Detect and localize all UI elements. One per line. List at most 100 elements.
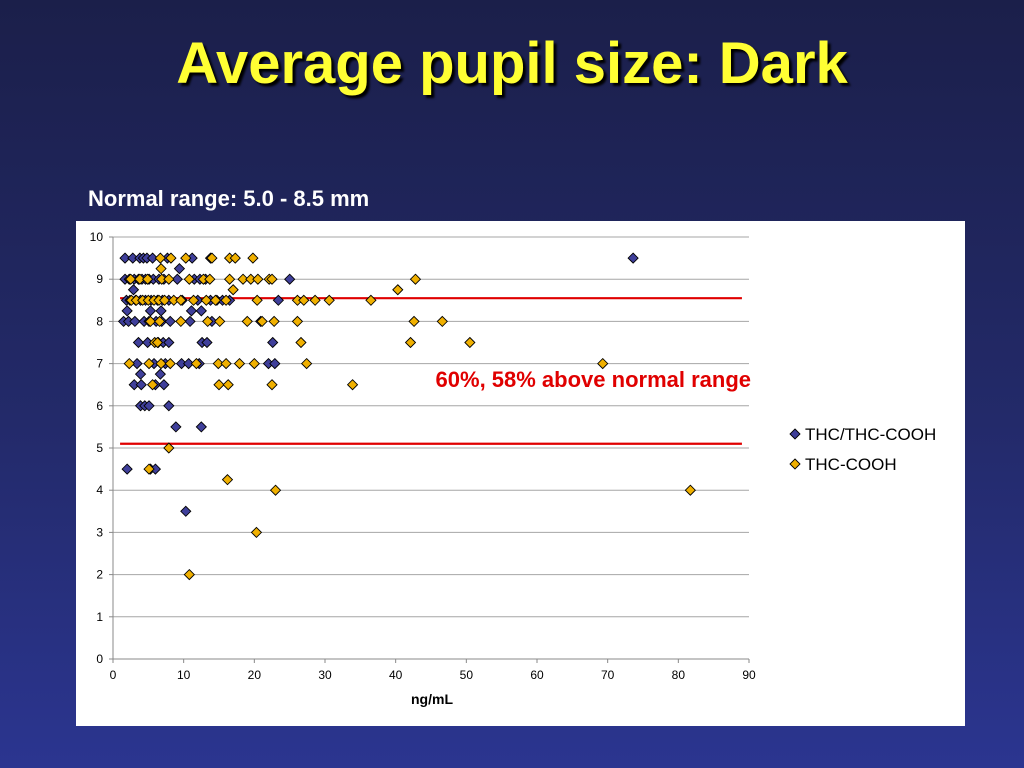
thc-cooh-point bbox=[141, 273, 154, 285]
legend: THC/THC-COOH THC-COOH bbox=[789, 425, 936, 474]
y-tick-label: 0 bbox=[96, 652, 103, 666]
thc-thc-cooh-point bbox=[195, 421, 207, 433]
y-tick-label: 10 bbox=[90, 230, 104, 244]
thc-thc-cooh-point bbox=[184, 315, 196, 328]
thc-cooh-point bbox=[684, 484, 696, 496]
thc-thc-cooh-point bbox=[146, 252, 159, 264]
thc-cooh-point bbox=[183, 568, 195, 581]
thc-cooh-point bbox=[248, 357, 260, 370]
thc-cooh-point bbox=[212, 357, 224, 370]
thc-thc-cooh-point bbox=[121, 305, 133, 317]
thc-cooh-point bbox=[237, 273, 249, 285]
thc-cooh-point bbox=[220, 294, 232, 306]
gridlines bbox=[113, 236, 749, 660]
thc-thc-cooh-point bbox=[272, 294, 284, 306]
thc-thc-cooh-point bbox=[144, 305, 157, 317]
slide-title: Average pupil size: Dark bbox=[176, 31, 848, 96]
thc-thc-cooh-point bbox=[155, 305, 167, 317]
thc-cooh-point bbox=[134, 273, 146, 285]
thc-cooh-point bbox=[206, 252, 218, 264]
legend-label-thc-cooh: THC-COOH bbox=[805, 455, 897, 474]
thc-thc-cooh-point bbox=[143, 400, 155, 412]
thc-cooh-point bbox=[300, 357, 313, 370]
thc-thc-cooh-point bbox=[129, 315, 141, 328]
thc-cooh-point bbox=[155, 263, 167, 275]
x-tick-label: 30 bbox=[318, 668, 332, 682]
y-tick-label: 6 bbox=[96, 399, 103, 413]
thc-cooh-point bbox=[233, 357, 246, 370]
x-tick-label: 70 bbox=[601, 668, 615, 682]
x-tick-label: 10 bbox=[177, 668, 191, 682]
thc-thc-cooh-point bbox=[201, 336, 213, 349]
y-tick-label: 4 bbox=[96, 483, 103, 497]
thc-cooh-point bbox=[154, 315, 166, 328]
thc-cooh-point bbox=[164, 357, 176, 370]
data-points bbox=[117, 252, 696, 581]
thc-cooh-point bbox=[291, 315, 304, 328]
thc-cooh-point bbox=[202, 315, 214, 328]
thc-cooh-point bbox=[269, 484, 282, 496]
x-tick-label: 40 bbox=[389, 668, 403, 682]
thc-cooh-point bbox=[392, 284, 404, 296]
y-tick-label: 1 bbox=[96, 610, 103, 624]
thc-thc-cooh-point bbox=[163, 336, 175, 349]
thc-thc-cooh-point bbox=[163, 400, 175, 412]
x-tick-label: 90 bbox=[742, 668, 756, 682]
thc-cooh-point bbox=[209, 294, 222, 306]
legend-marker-thc-cooh bbox=[789, 458, 801, 470]
thc-cooh-point bbox=[154, 252, 166, 264]
thc-cooh-point bbox=[251, 294, 263, 306]
thc-cooh-point bbox=[180, 252, 192, 264]
thc-cooh-point bbox=[597, 357, 609, 370]
thc-cooh-point bbox=[266, 379, 278, 391]
thc-thc-cooh-point bbox=[267, 336, 279, 349]
thc-cooh-point bbox=[125, 273, 137, 285]
thc-cooh-point bbox=[247, 252, 259, 264]
x-tick-label: 60 bbox=[530, 668, 544, 682]
thc-thc-cooh-point bbox=[154, 368, 166, 380]
thc-thc-cooh-point bbox=[171, 273, 183, 285]
thc-cooh-point bbox=[365, 294, 377, 306]
thc-cooh-point bbox=[229, 252, 241, 264]
y-tick-label: 5 bbox=[96, 441, 103, 455]
y-tick-label: 8 bbox=[96, 314, 103, 328]
thc-thc-cooh-point bbox=[195, 305, 207, 317]
thc-cooh-point bbox=[268, 315, 280, 328]
thc-cooh-point bbox=[151, 336, 164, 349]
thc-cooh-point bbox=[175, 315, 187, 328]
thc-cooh-point bbox=[143, 463, 155, 475]
thc-cooh-point bbox=[464, 336, 476, 349]
thc-cooh-point bbox=[146, 379, 159, 391]
y-tick-label: 9 bbox=[96, 272, 103, 286]
thc-thc-cooh-point bbox=[180, 505, 192, 517]
x-tick-label: 0 bbox=[110, 668, 117, 682]
legend-marker-thc-thc-cooh bbox=[789, 428, 801, 440]
thc-cooh-point bbox=[158, 294, 171, 306]
thc-cooh-point bbox=[200, 294, 212, 306]
thc-cooh-point bbox=[409, 273, 422, 285]
thc-cooh-point bbox=[408, 315, 420, 328]
above-normal-annotation: 60%, 58% above normal range bbox=[436, 367, 751, 392]
thc-thc-cooh-point bbox=[173, 263, 186, 275]
thc-cooh-point bbox=[436, 315, 448, 328]
thc-cooh-point bbox=[190, 357, 203, 370]
chart-panel: 0 1 2 3 4 5 6 7 8 9 10 0 10 20 30 40 50 60 70 80 90 60%, 58%… bbox=[76, 221, 965, 726]
thc-cooh-point bbox=[183, 273, 195, 285]
thc-thc-cooh-point bbox=[132, 336, 145, 349]
thc-cooh-point bbox=[227, 284, 239, 296]
thc-cooh-point bbox=[266, 273, 278, 285]
thc-thc-cooh-point bbox=[131, 357, 143, 370]
thc-cooh-point bbox=[256, 315, 268, 328]
thc-cooh-point bbox=[221, 474, 234, 486]
x-tick-label: 80 bbox=[672, 668, 686, 682]
thc-cooh-point bbox=[295, 336, 307, 349]
y-tick-label: 2 bbox=[96, 568, 103, 582]
x-axis-label: ng/mL bbox=[411, 691, 453, 707]
y-tick-label: 7 bbox=[96, 357, 103, 371]
thc-cooh-point bbox=[252, 273, 264, 285]
thc-cooh-point bbox=[223, 273, 236, 285]
thc-thc-cooh-point bbox=[269, 357, 281, 370]
thc-thc-cooh-point bbox=[119, 252, 131, 264]
thc-thc-cooh-point bbox=[284, 273, 296, 285]
thc-cooh-point bbox=[187, 294, 200, 306]
